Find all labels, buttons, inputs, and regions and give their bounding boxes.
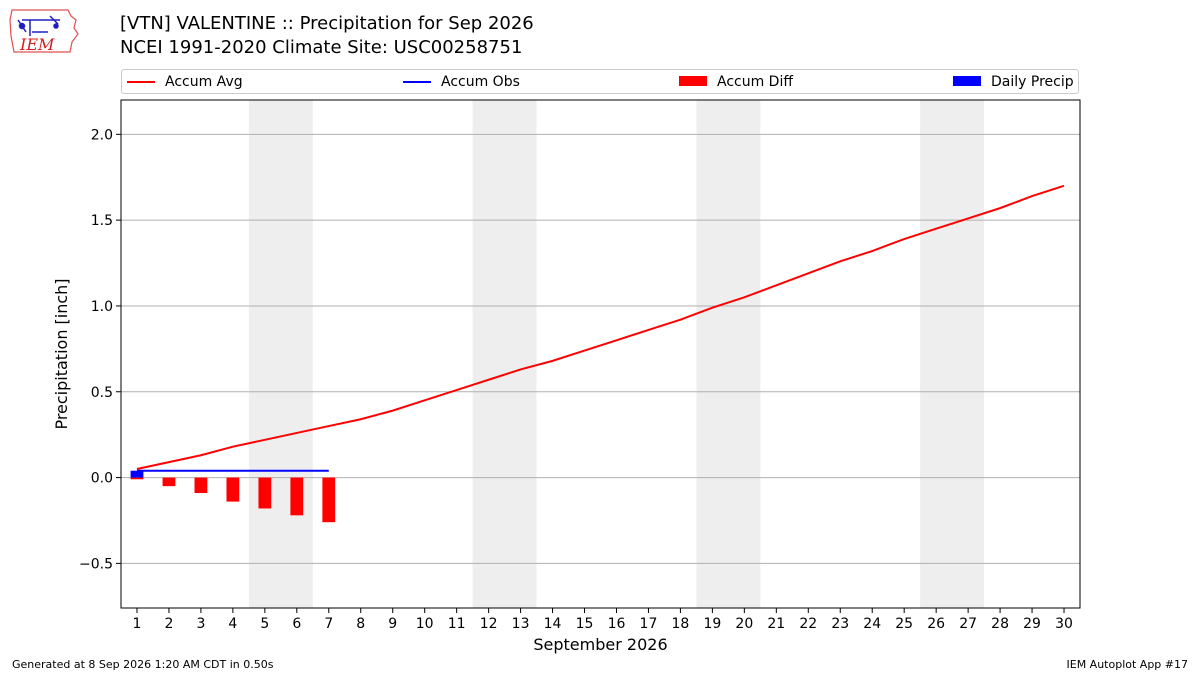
xtick-label-18: 18 xyxy=(672,616,690,632)
accum-diff-bar-7 xyxy=(322,477,336,523)
xtick-label-19: 19 xyxy=(703,616,721,632)
xtick-label-27: 27 xyxy=(959,616,977,632)
xtick-label-26: 26 xyxy=(927,616,945,632)
ytick-label-3: 1.0 xyxy=(91,299,113,315)
accum-diff-bar-3 xyxy=(194,477,208,494)
legend-label-accum-avg: Accum Avg xyxy=(165,74,243,90)
weather-station-icon xyxy=(17,15,60,36)
footer-generated: Generated at 8 Sep 2026 1:20 AM CDT in 0… xyxy=(12,658,274,671)
chart-subtitle: NCEI 1991-2020 Climate Site: USC00258751 xyxy=(120,37,523,58)
xtick-label-17: 17 xyxy=(640,616,658,632)
xtick-label-12: 12 xyxy=(480,616,498,632)
xtick-label-14: 14 xyxy=(544,616,562,632)
xtick-label-25: 25 xyxy=(895,616,913,632)
legend-label-accum-diff: Accum Diff xyxy=(717,74,794,90)
accum-diff-bar-6 xyxy=(290,477,304,516)
xtick-label-13: 13 xyxy=(512,616,530,632)
xtick-label-3: 3 xyxy=(196,616,205,632)
accum-diff-bar-2 xyxy=(162,477,176,487)
xtick-label-1: 1 xyxy=(133,616,142,632)
xtick-label-4: 4 xyxy=(228,616,237,632)
weekend-band-1 xyxy=(248,100,313,608)
xtick-label-16: 16 xyxy=(608,616,626,632)
legend-swatch-accum-avg xyxy=(127,81,155,83)
xtick-label-5: 5 xyxy=(260,616,269,632)
logo-text: IEM xyxy=(19,35,55,54)
xtick-label-24: 24 xyxy=(863,616,881,632)
xtick-label-20: 20 xyxy=(735,616,753,632)
legend-label-daily-precip: Daily Precip xyxy=(991,74,1074,90)
xtick-label-15: 15 xyxy=(576,616,594,632)
chart-title: [VTN] VALENTINE :: Precipitation for Sep… xyxy=(120,13,534,34)
ytick-label-2: 0.5 xyxy=(91,385,113,401)
accum-diff-bar-5 xyxy=(258,477,272,509)
xtick-label-23: 23 xyxy=(831,616,849,632)
x-axis-label: September 2026 xyxy=(533,635,667,654)
weekend-band-4 xyxy=(920,100,985,608)
xtick-label-21: 21 xyxy=(767,616,785,632)
weekend-band-2 xyxy=(472,100,537,608)
legend-swatch-daily-precip xyxy=(953,76,981,86)
daily-precip-bar-1 xyxy=(130,470,144,478)
xtick-label-9: 9 xyxy=(388,616,397,632)
xtick-label-7: 7 xyxy=(324,616,333,632)
ytick-label-1: 0.0 xyxy=(91,471,113,487)
legend-swatch-accum-diff xyxy=(679,76,707,86)
legend: Accum Avg Accum Obs Accum Diff Daily Pre… xyxy=(121,69,1079,94)
y-axis-label: Precipitation [inch] xyxy=(52,278,71,429)
xtick-label-11: 11 xyxy=(448,616,466,632)
accum-diff-bar-4 xyxy=(226,477,240,502)
ytick-label-4: 1.5 xyxy=(91,213,113,229)
xtick-label-10: 10 xyxy=(416,616,434,632)
plot-frame xyxy=(120,99,1081,609)
legend-label-accum-obs: Accum Obs xyxy=(441,74,520,90)
xtick-label-8: 8 xyxy=(356,616,365,632)
xtick-label-30: 30 xyxy=(1055,616,1073,632)
ytick-label-0: −0.5 xyxy=(79,556,113,572)
xtick-label-22: 22 xyxy=(799,616,817,632)
xtick-label-28: 28 xyxy=(991,616,1009,632)
ytick-label-5: 2.0 xyxy=(91,127,113,143)
iem-logo: IEM xyxy=(9,9,79,54)
xtick-label-6: 6 xyxy=(292,616,301,632)
legend-swatch-accum-obs xyxy=(403,81,431,83)
xtick-label-2: 2 xyxy=(164,616,173,632)
footer-app: IEM Autoplot App #17 xyxy=(1066,658,1189,671)
accum-avg-line xyxy=(136,184,1065,470)
xtick-label-29: 29 xyxy=(1023,616,1041,632)
weekend-band-3 xyxy=(696,100,761,608)
accum-diff-bar-1 xyxy=(130,477,144,480)
